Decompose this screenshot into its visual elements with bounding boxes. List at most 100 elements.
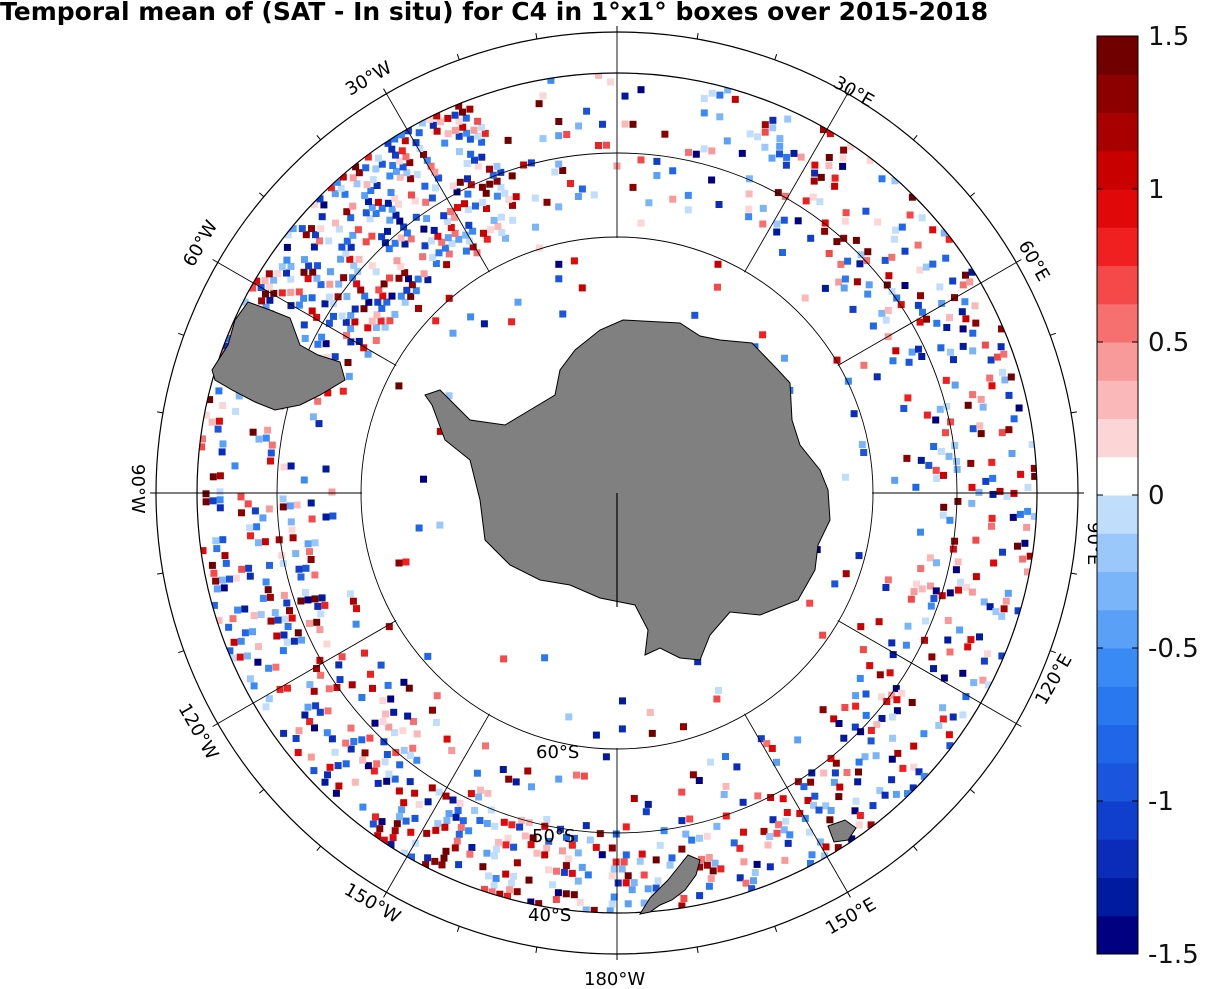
anomaly-cell bbox=[984, 681, 992, 689]
anomaly-cell bbox=[780, 826, 788, 834]
anomaly-cell bbox=[1030, 464, 1037, 472]
anomaly-cell bbox=[364, 153, 372, 161]
anomaly-cell bbox=[866, 662, 874, 670]
anomaly-cell bbox=[951, 294, 958, 302]
anomaly-cell bbox=[466, 105, 474, 113]
anomaly-cell bbox=[338, 243, 346, 251]
frame-tick bbox=[178, 650, 184, 654]
anomaly-cell bbox=[384, 139, 392, 147]
anomaly-cell bbox=[455, 235, 463, 243]
anomaly-cell bbox=[508, 821, 516, 829]
anomaly-cell bbox=[637, 219, 645, 227]
anomaly-cell bbox=[368, 232, 376, 240]
anomaly-cell bbox=[819, 706, 827, 714]
anomaly-cell bbox=[889, 357, 897, 365]
anomaly-cell bbox=[419, 253, 427, 261]
frame-tick bbox=[774, 926, 778, 932]
anomaly-cell bbox=[917, 528, 924, 536]
anomaly-cell bbox=[447, 208, 455, 215]
anomaly-cell bbox=[219, 440, 227, 448]
anomaly-cell bbox=[402, 558, 410, 566]
anomaly-cell bbox=[510, 843, 518, 851]
anomaly-cell bbox=[953, 457, 960, 465]
anomaly-cell bbox=[335, 280, 343, 288]
anomaly-cell bbox=[622, 879, 630, 887]
anomaly-cell bbox=[703, 861, 711, 869]
anomaly-cell bbox=[942, 429, 949, 437]
anomaly-cell bbox=[504, 834, 512, 842]
anomaly-cell bbox=[917, 292, 924, 300]
anomaly-cell bbox=[867, 727, 875, 734]
anomaly-cell bbox=[444, 114, 452, 122]
anomaly-cell bbox=[977, 395, 985, 403]
anomaly-cell bbox=[456, 148, 463, 156]
anomaly-cell bbox=[751, 869, 759, 877]
anomaly-cell bbox=[490, 852, 498, 860]
lon-120w-label: 120°W bbox=[174, 700, 223, 764]
anomaly-cell bbox=[567, 180, 574, 187]
anomaly-cell bbox=[967, 636, 975, 644]
anomaly-cell bbox=[595, 73, 603, 79]
anomaly-cell bbox=[434, 820, 442, 828]
anomaly-cell bbox=[235, 392, 243, 400]
anomaly-cell bbox=[353, 180, 361, 188]
anomaly-cell bbox=[496, 890, 504, 898]
frame-tick bbox=[1070, 411, 1077, 414]
anomaly-cell bbox=[810, 177, 818, 185]
anomaly-cell bbox=[311, 595, 319, 603]
anomaly-cell bbox=[468, 844, 476, 851]
anomaly-cell bbox=[398, 806, 406, 814]
anomaly-cell bbox=[477, 123, 485, 131]
anomaly-cell bbox=[411, 789, 419, 797]
anomaly-cell bbox=[810, 801, 817, 809]
anomaly-cell bbox=[855, 768, 862, 776]
anomaly-cell bbox=[246, 524, 254, 532]
anomaly-cell bbox=[370, 767, 378, 775]
anomaly-cell bbox=[287, 518, 295, 526]
anomaly-cell bbox=[527, 898, 535, 906]
anomaly-cell bbox=[412, 213, 420, 221]
anomaly-cell bbox=[304, 703, 312, 711]
anomaly-cell bbox=[841, 704, 849, 711]
anomaly-cell bbox=[215, 617, 223, 625]
anomaly-cell bbox=[420, 270, 428, 278]
anomaly-cell bbox=[821, 219, 829, 227]
anomaly-cell bbox=[972, 573, 980, 581]
anomaly-cell bbox=[578, 863, 586, 871]
anomaly-cell bbox=[827, 755, 835, 762]
anomaly-cell bbox=[731, 95, 739, 103]
anomaly-cell bbox=[864, 290, 872, 298]
anomaly-cell bbox=[951, 537, 959, 545]
anomaly-cell bbox=[258, 297, 266, 305]
anomaly-cell bbox=[478, 183, 486, 191]
anomaly-cell bbox=[801, 294, 809, 302]
anomaly-cell bbox=[723, 137, 731, 145]
anomaly-cell bbox=[568, 869, 576, 877]
anomaly-cell bbox=[301, 711, 309, 719]
anomaly-cell bbox=[745, 190, 753, 198]
anomaly-cell bbox=[376, 825, 384, 833]
anomaly-cell bbox=[267, 457, 274, 465]
anomaly-cell bbox=[1008, 450, 1016, 457]
anomaly-cell bbox=[831, 580, 839, 588]
anomaly-cell bbox=[226, 575, 233, 583]
anomaly-cell bbox=[969, 425, 977, 433]
anomaly-cell bbox=[351, 778, 359, 786]
anomaly-cell bbox=[431, 857, 439, 865]
anomaly-cell bbox=[249, 628, 256, 636]
anomaly-cell bbox=[395, 382, 403, 390]
anomaly-cell bbox=[254, 539, 262, 547]
anomaly-cell bbox=[342, 739, 350, 747]
anomaly-cell bbox=[580, 772, 588, 780]
anomaly-cell bbox=[694, 658, 702, 666]
anomaly-cell bbox=[435, 788, 443, 796]
anomaly-cell bbox=[950, 356, 957, 364]
anomaly-cell bbox=[374, 779, 382, 787]
anomaly-cell bbox=[574, 849, 582, 857]
anomaly-cell bbox=[216, 488, 224, 496]
anomaly-cell bbox=[279, 559, 287, 567]
anomaly-cell bbox=[901, 247, 909, 255]
anomaly-cell bbox=[241, 298, 249, 306]
anomaly-cell bbox=[300, 268, 308, 276]
frame-tick bbox=[456, 926, 460, 932]
